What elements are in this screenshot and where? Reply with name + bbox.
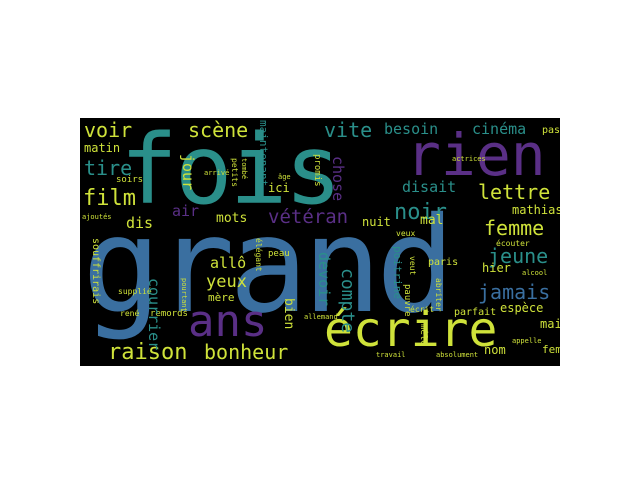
word-nom: nom	[484, 343, 506, 357]
word-veut: veut	[408, 256, 417, 276]
word-mathias: mathias	[512, 203, 560, 217]
word-passe: passé	[542, 125, 560, 136]
word-matin: matin	[84, 141, 121, 155]
word-bien: bien	[281, 298, 296, 330]
word-lettre: lettre	[478, 180, 551, 204]
word-main: main	[540, 317, 560, 331]
word-disait: disait	[402, 178, 457, 196]
word-veteran: vétéran	[268, 206, 349, 228]
word-maintenant: maintenant	[257, 120, 270, 187]
word-paris: paris	[428, 257, 459, 268]
word-tombe: tombé	[240, 158, 248, 180]
word-grand: grand	[82, 189, 455, 343]
word-ajoutes: ajoutés	[82, 213, 112, 221]
word-pourtant: pourtant	[180, 278, 188, 312]
word-appelle: appelle	[512, 337, 542, 345]
word-espece: espèce	[500, 301, 544, 315]
word-soirs: soirs	[116, 175, 144, 185]
word-ecouter: écouter	[496, 239, 530, 248]
word-nuit: nuit	[362, 215, 391, 229]
word-pauvre: pauvre	[402, 284, 412, 317]
word-mere: mère	[208, 291, 235, 304]
word-devoir: devoir	[315, 252, 333, 307]
word-mots: mots	[216, 211, 248, 226]
word-raison: raison	[108, 340, 188, 365]
word-yeux: yeux	[206, 272, 247, 292]
word-actrices: actrices	[452, 155, 486, 163]
word-ans: ans	[188, 296, 268, 347]
word-jamais: jamais	[478, 280, 551, 304]
word-alcool: alcool	[522, 269, 548, 277]
word-mal: mal	[420, 213, 444, 228]
word-noir: noir	[394, 200, 447, 225]
word-veux: veux	[396, 229, 416, 238]
word-fois: fois	[120, 118, 342, 226]
word-age: âge	[278, 173, 291, 181]
word-dis: dis	[126, 214, 154, 232]
word-air: air	[172, 202, 200, 220]
word-poitrine: poitrine	[391, 246, 404, 299]
word-femme: femme	[484, 216, 545, 240]
word-cloud: grand fois rien écrire ans raison bonheu…	[80, 118, 560, 366]
word-ici: ici	[268, 181, 290, 195]
word-ecrire: écrire	[324, 302, 498, 358]
word-chose: chose	[329, 156, 347, 202]
word-bonheur: bonheur	[204, 340, 289, 364]
word-vite: vite	[324, 118, 373, 142]
word-jeune: jeune	[488, 244, 549, 268]
word-absolument: absolument	[436, 351, 479, 359]
word-remords: remords	[150, 309, 188, 319]
word-mele: mêlé	[418, 324, 428, 346]
word-souffrirais: souffrirais	[90, 238, 101, 305]
word-promis: promis	[312, 154, 322, 187]
word-allemand: allemand	[304, 313, 338, 321]
word-supplie: supplié	[118, 287, 152, 296]
word-voir: voir	[84, 118, 133, 142]
word-rien: rien	[406, 121, 546, 189]
word-rene: rené	[120, 309, 140, 318]
word-film: film	[83, 186, 136, 211]
word-parfait: parfait	[454, 307, 497, 318]
word-hier: hier	[482, 261, 511, 275]
word-scene: scène	[188, 118, 249, 142]
word-abriter: abriter	[434, 278, 443, 312]
word-arrive: arrivé	[204, 169, 230, 177]
word-courrier: courrier	[145, 278, 163, 351]
word-jour: jour	[179, 154, 197, 191]
word-travail: travail	[376, 351, 406, 359]
word-compte: compte	[337, 268, 358, 334]
word-besoin: besoin	[384, 120, 439, 138]
word-peau: peau	[268, 249, 290, 259]
word-ecrit: écrit	[410, 305, 435, 314]
word-tire: tire	[84, 156, 133, 180]
word-petits: petits	[230, 158, 239, 187]
word-cinema: cinéma	[472, 120, 527, 138]
word-fem: fem	[542, 343, 560, 356]
word-allo: allô	[210, 254, 247, 272]
word-elegant: élégant	[254, 238, 263, 272]
